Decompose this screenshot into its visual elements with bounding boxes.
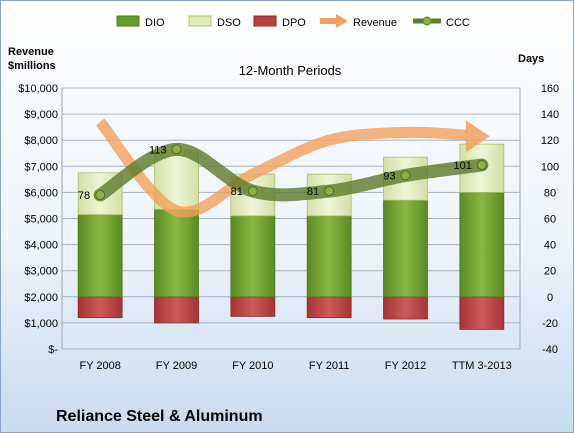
bar-dio (383, 199, 428, 298)
gridlines (61, 87, 521, 350)
left-tick-label: $4,000 (24, 240, 58, 252)
left-axis-label-line2: $millions (8, 60, 56, 72)
revenue-line (95, 118, 469, 218)
ccc-point (324, 186, 335, 197)
ccc-point (171, 144, 182, 155)
left-tick-label: $5,000 (24, 214, 58, 226)
legend-swatch-dio (116, 15, 140, 27)
ccc-data-label: 113 (149, 144, 167, 156)
left-tick-label: $3,000 (24, 266, 58, 278)
bar-dpo (230, 296, 276, 317)
right-tick-label: 80 (544, 187, 556, 199)
right-tick-label: 0 (547, 292, 553, 304)
right-tick-label: 20 (544, 266, 556, 278)
ccc-data-label: 93 (383, 170, 395, 182)
ccc-data-label: 81 (231, 186, 243, 198)
legend-swatch-revenue (320, 14, 348, 28)
legend: DIO DSO DPO Revenue CCC (116, 14, 470, 29)
x-tick-label: FY 2008 (79, 360, 120, 372)
bar-dpo (154, 296, 199, 324)
bar-dio (306, 215, 352, 298)
bar-dio (154, 208, 199, 298)
bar-dpo (77, 296, 123, 319)
legend-swatch-ccc (413, 16, 441, 26)
ccc-data-label: 81 (307, 186, 319, 198)
bar-dpo (459, 296, 505, 330)
legend-label-dio: DIO (145, 17, 165, 29)
right-tick-label: -40 (542, 344, 558, 356)
x-tick-label: FY 2009 (156, 360, 197, 372)
ccc-point (400, 170, 411, 181)
left-tick-label: $6,000 (24, 187, 58, 199)
left-tick-label: $7,000 (24, 161, 58, 173)
right-tick-label: 40 (544, 240, 556, 252)
bar-dio (77, 214, 123, 298)
revenue-arrowhead (465, 120, 490, 153)
right-tick-label: 120 (541, 135, 559, 147)
legend-label-dso: DSO (217, 17, 241, 29)
left-axis-label-line1: Revenue (8, 46, 54, 58)
left-tick-label: $- (48, 344, 58, 356)
left-tick-label: $1,000 (24, 318, 58, 330)
ccc-data-label: 78 (78, 190, 90, 202)
ccc-point (247, 186, 258, 197)
x-tick-label: FY 2011 (309, 360, 350, 372)
right-axis-ticks: -40 -20 0 20 40 60 80 100 120 140 160 (541, 83, 559, 356)
ccc-series: 78 113 81 81 93 101 (78, 142, 489, 202)
left-tick-label: $8,000 (24, 135, 58, 147)
right-axis-label: Days (518, 53, 544, 65)
x-tick-label: FY 2012 (385, 360, 426, 372)
revenue-series (95, 118, 490, 218)
x-tick-label: TTM 3-2013 (452, 360, 512, 372)
left-tick-label: $9,000 (24, 109, 58, 121)
chart-title: 12-Month Periods (239, 63, 342, 78)
legend-label-revenue: Revenue (353, 17, 397, 29)
x-axis-labels: FY 2008 FY 2009 FY 2010 FY 2011 FY 2012 TTM 3… (79, 360, 511, 372)
legend-label-dpo: DPO (282, 17, 306, 29)
right-tick-label: 160 (541, 83, 559, 95)
legend-swatch-dso (188, 15, 212, 27)
legend-swatch-dpo (253, 15, 277, 27)
x-tick-label: FY 2010 (232, 360, 273, 372)
ccc-data-label: 101 (453, 160, 471, 172)
bar-dio (230, 215, 276, 298)
right-tick-label: 140 (541, 109, 559, 121)
left-tick-label: $2,000 (24, 292, 58, 304)
left-tick-label: $10,000 (18, 83, 58, 95)
legend-label-ccc: CCC (446, 17, 470, 29)
left-axis-ticks: $- $1,000 $2,000 $3,000 $4,000 $5,000 $6,000 $7… (18, 83, 58, 356)
right-tick-label: 100 (541, 161, 559, 173)
company-name: Reliance Steel & Aluminum (56, 408, 263, 425)
bar-dpo (383, 296, 428, 320)
right-tick-label: -20 (542, 318, 558, 330)
ccc-point (95, 190, 106, 201)
bar-dpo (306, 296, 352, 319)
right-tick-label: 60 (544, 214, 556, 226)
bar-dio (459, 191, 505, 298)
ccc-point (476, 159, 487, 170)
